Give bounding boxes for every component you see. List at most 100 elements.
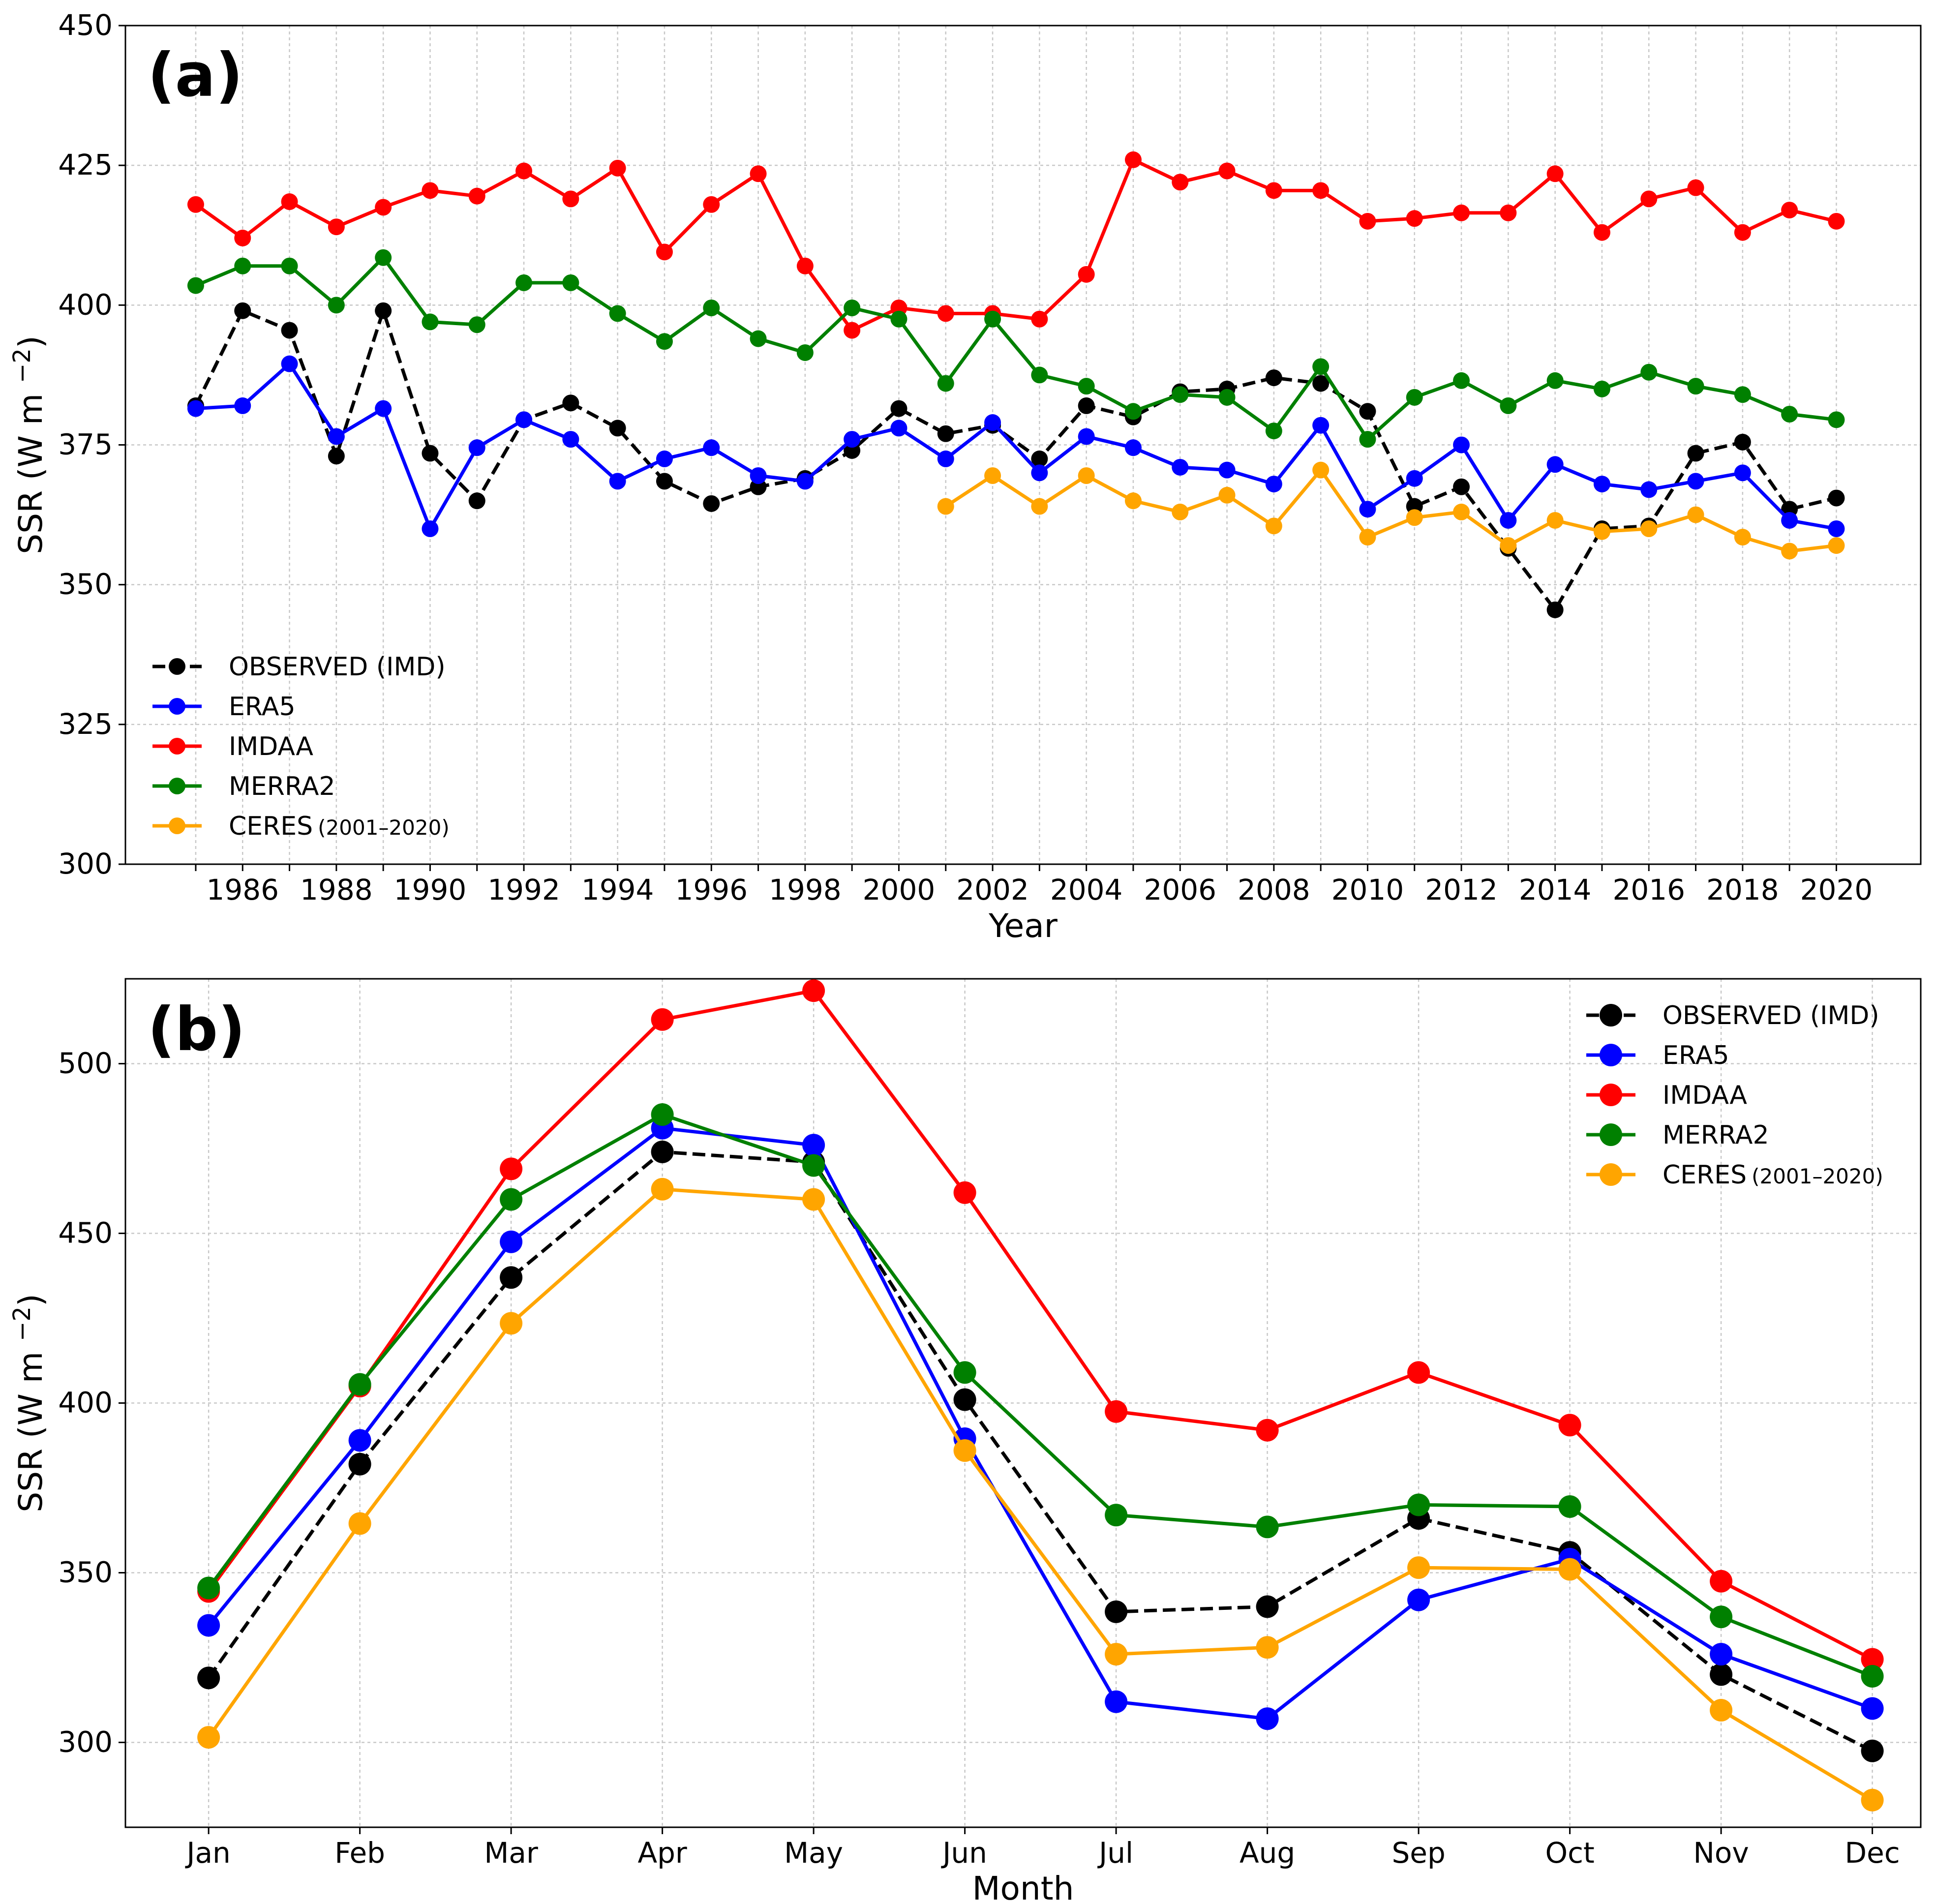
panel-b-y-axis-label-exp: −2 (8, 1306, 36, 1341)
panel-a-point-merra2 (1359, 431, 1376, 448)
panel-a-point-imdaa (1312, 182, 1330, 199)
panel-a-y-tick-label: 375 (58, 428, 113, 461)
panel-b-point-ceres (348, 1512, 371, 1535)
panel-b-point-merra2 (1861, 1664, 1884, 1688)
panel-a-legend-label-observed-imd: OBSERVED (IMD) (229, 652, 446, 682)
panel-a-point-observed-imd (1734, 433, 1751, 451)
panel-b-y-axis-label: SSR (W m −2) (8, 1294, 50, 1512)
panel-a-x-axis-label: Year (988, 907, 1058, 945)
panel-a-point-ceres (937, 498, 954, 515)
panel-a-line-era5 (195, 362, 1837, 531)
panel-a-x-tick-label: 2020 (1800, 873, 1873, 907)
panel-a-point-era5 (1546, 456, 1564, 473)
panel-b-x-tick-label: Apr (637, 1836, 687, 1870)
panel-a-point-imdaa (1031, 310, 1048, 328)
panel-a-point-observed-imd (609, 420, 626, 437)
panel-b-legend-marker-imdaa (1600, 1084, 1622, 1106)
panel-b-point-ceres (1558, 1558, 1581, 1581)
panel-a-point-era5 (1687, 473, 1704, 490)
panel-a-point-imdaa (1124, 151, 1142, 168)
panel-a-point-era5 (1218, 461, 1236, 479)
panel-b-point-era5 (1256, 1707, 1279, 1730)
panel-a-point-imdaa (1640, 190, 1658, 208)
panel-a-point-merra2 (984, 310, 1001, 328)
panel-b-point-observed-imd (197, 1666, 220, 1690)
panel-a-point-merra2 (1453, 372, 1470, 389)
panel-b-point-era5 (802, 1134, 825, 1157)
panel-a-point-ceres (1172, 503, 1189, 520)
panel-b-x-tick-label: Dec (1844, 1836, 1900, 1870)
panel-a-point-imdaa (937, 305, 954, 322)
panel-b-y-tick-label: 350 (58, 1556, 113, 1589)
panel-a-point-era5 (1124, 439, 1142, 456)
panel-b-point-ceres (802, 1188, 825, 1211)
panel-a-point-observed-imd (562, 394, 579, 412)
panel-a-point-imdaa (562, 190, 579, 208)
panel-a-point-merra2 (1078, 378, 1095, 395)
panel-b-point-merra2 (500, 1188, 523, 1211)
panel-b-point-merra2 (1105, 1504, 1128, 1527)
panel-a-point-imdaa (1453, 204, 1470, 221)
panel-a-point-era5 (796, 473, 814, 490)
panel-a-point-imdaa (1687, 179, 1704, 196)
panel-a-point-era5 (468, 439, 485, 456)
panel-a-point-observed-imd (375, 302, 392, 319)
panel-b-point-observed-imd (500, 1266, 523, 1289)
panel-a-point-merra2 (703, 300, 720, 317)
panel-a-x-tick-label: 2006 (1144, 873, 1216, 907)
panel-b-legend-marker-ceres (1600, 1163, 1622, 1186)
panel-a-legend: OBSERVED (IMD) ERA5 IMDAA MERRA2 CERES (2001–… (152, 652, 450, 841)
panel-a-point-imdaa (515, 162, 533, 180)
panel-a-point-ceres (1218, 486, 1236, 504)
panel-a-point-observed-imd (1312, 375, 1330, 392)
panel-a-point-merra2 (1218, 389, 1236, 406)
panel-b-point-merra2 (953, 1361, 976, 1384)
panel-a-point-merra2 (281, 257, 298, 274)
panel-a-point-era5 (1172, 458, 1189, 476)
panel-a-legend-label-merra2: MERRA2 (229, 772, 335, 801)
panel-b-line-era5 (207, 1126, 1873, 1721)
panel-a-point-merra2 (234, 257, 251, 274)
panel-b-legend-marker-observed-imd (1600, 1004, 1622, 1027)
panel-b-point-merra2 (1256, 1515, 1279, 1539)
panel-a-x-tick-label: 2014 (1519, 873, 1592, 907)
panel-a-series-ceres (937, 461, 1845, 560)
panel-b-point-era5 (500, 1230, 523, 1253)
panel-a-point-era5 (1265, 476, 1282, 493)
panel-b-point-merra2 (348, 1373, 371, 1396)
panel-a-point-ceres (1406, 509, 1423, 526)
panel-a-point-era5 (890, 420, 907, 437)
panel-b-line-imdaa (207, 989, 1874, 1661)
panel-a-x-tick-label: 1986 (206, 873, 279, 907)
panel-a-point-observed-imd (890, 400, 907, 417)
panel-b-point-merra2 (1407, 1493, 1430, 1516)
panel-a-legend-marker-era5 (169, 698, 185, 715)
panel-a-point-observed-imd (328, 448, 345, 465)
panel-b-point-ceres (1861, 1788, 1884, 1812)
panel-b-legend-marker-era5 (1600, 1044, 1622, 1066)
panel-a-y-tick-label: 325 (58, 707, 113, 741)
panel-a-x-tick-label: 1988 (300, 873, 373, 907)
panel-b-point-merra2 (1558, 1495, 1581, 1518)
panel-b-x-tick-label: Aug (1240, 1836, 1295, 1870)
panel-a-point-ceres (1734, 529, 1751, 546)
panel-a-point-imdaa (609, 159, 626, 177)
panel-a-point-imdaa (187, 196, 204, 213)
panel-b-line-observed-imd (207, 1150, 1874, 1753)
panel-b-point-imdaa (1407, 1361, 1430, 1384)
panel-a-point-merra2 (1265, 423, 1282, 440)
panel-a-point-era5 (1500, 512, 1517, 529)
panel-b-point-imdaa (1710, 1570, 1733, 1593)
panel-b-point-ceres (1256, 1636, 1279, 1659)
panel-b-point-ceres (197, 1726, 220, 1749)
panel-a-x-tick-label: 2018 (1706, 873, 1779, 907)
panel-a-point-era5 (281, 355, 298, 372)
panel-b-point-observed-imd (953, 1388, 976, 1411)
panel-b-point-imdaa (500, 1157, 523, 1180)
panel-a-point-observed-imd (422, 445, 439, 462)
panel-a-point-merra2 (1546, 372, 1564, 389)
panel-b-x-tick-label: Jan (185, 1836, 230, 1870)
panel-a-y-axis-label-main: SSR (W m (12, 383, 50, 554)
panel-a-legend-marker-ceres (169, 817, 185, 834)
panel-a-point-imdaa (1593, 224, 1610, 241)
